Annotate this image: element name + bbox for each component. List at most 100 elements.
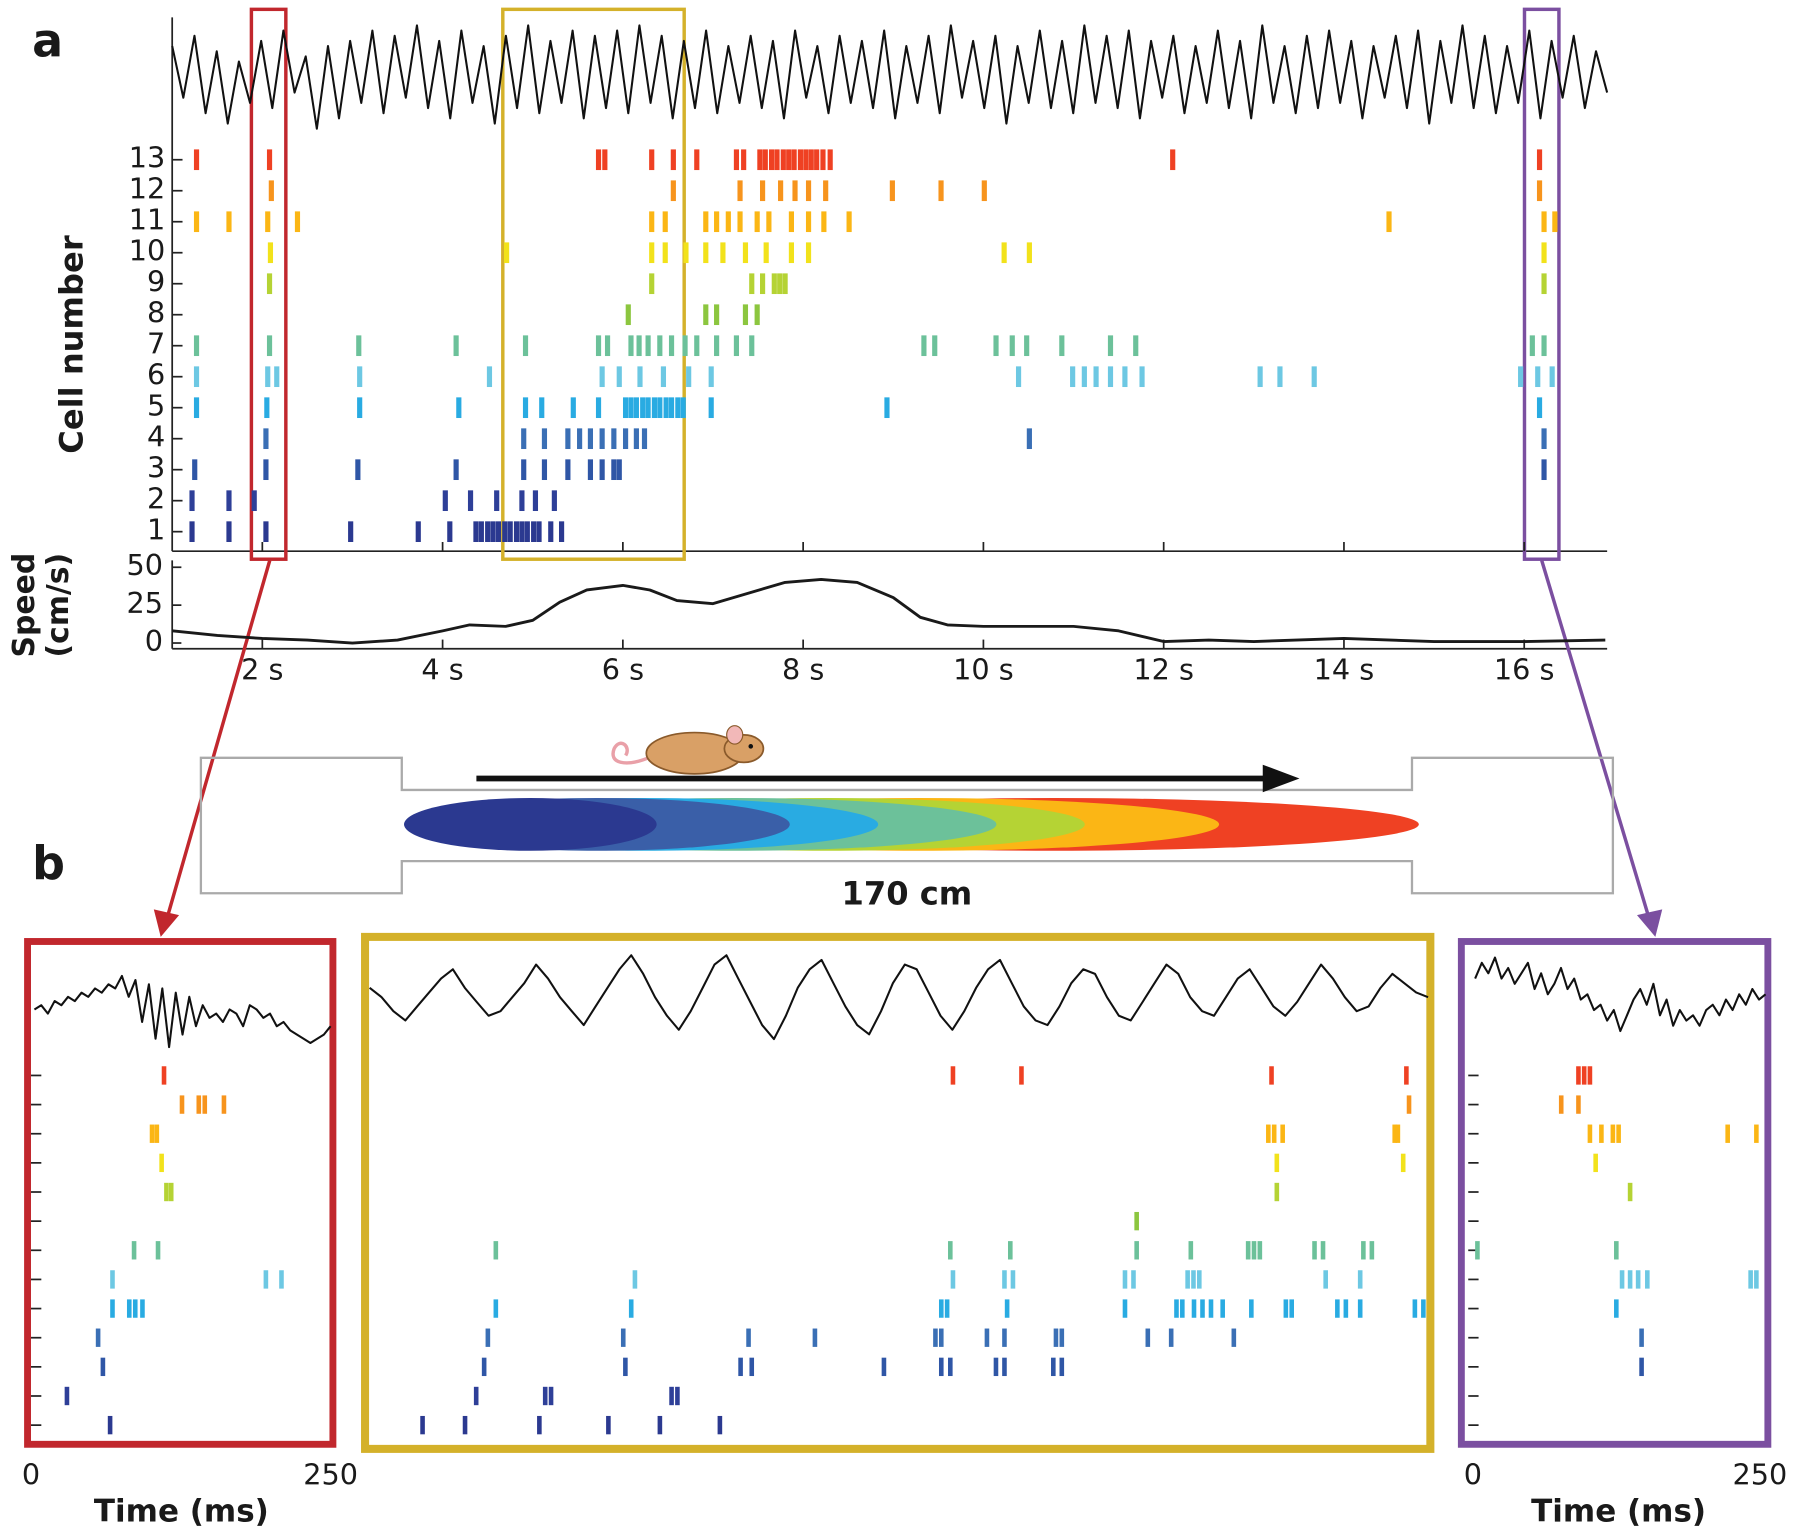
spike xyxy=(1581,1066,1587,1085)
spike xyxy=(602,149,608,171)
spike xyxy=(1269,1066,1274,1085)
spike xyxy=(251,490,257,512)
spike xyxy=(808,149,814,171)
x-tick-label: 2 s xyxy=(241,653,283,687)
spike xyxy=(1257,1241,1263,1260)
spike xyxy=(1059,1357,1065,1377)
spike xyxy=(226,211,232,233)
spike xyxy=(1026,428,1032,450)
spike xyxy=(749,335,755,357)
spike xyxy=(637,366,643,388)
y-axis-label: Cell number xyxy=(52,235,90,454)
spike xyxy=(757,149,763,171)
spike xyxy=(1748,1270,1753,1289)
spike xyxy=(1587,1066,1593,1085)
spike xyxy=(738,1357,743,1377)
spike xyxy=(542,1386,548,1406)
spike xyxy=(1122,1299,1128,1318)
spike xyxy=(1400,1153,1406,1173)
spike xyxy=(616,459,622,481)
spike xyxy=(754,304,760,326)
spike xyxy=(714,335,720,357)
spike xyxy=(64,1386,70,1406)
spike xyxy=(1576,1095,1581,1114)
spike xyxy=(628,1299,634,1318)
spike xyxy=(1197,1270,1202,1289)
spike xyxy=(1536,180,1543,202)
spike xyxy=(632,1270,638,1289)
spike xyxy=(193,211,200,233)
spike xyxy=(1059,335,1065,357)
arrow xyxy=(1540,559,1651,917)
spike xyxy=(788,242,795,264)
spike xyxy=(763,242,769,264)
spike xyxy=(777,273,783,295)
y-tick-label: 0 xyxy=(145,624,163,658)
spike xyxy=(294,211,301,233)
panel-label: b xyxy=(32,836,65,890)
spike xyxy=(680,397,686,419)
spike xyxy=(1421,1299,1426,1318)
spike xyxy=(1107,366,1114,388)
spike xyxy=(1019,1066,1024,1085)
spike xyxy=(791,149,797,171)
spike xyxy=(782,273,788,295)
spike xyxy=(519,490,525,512)
spike xyxy=(1274,1153,1280,1173)
spike xyxy=(1386,211,1392,233)
spike xyxy=(279,1270,284,1289)
spike xyxy=(742,242,749,264)
spike xyxy=(611,428,617,450)
spike xyxy=(1541,242,1547,264)
spike xyxy=(759,180,766,202)
spike xyxy=(541,459,548,481)
spike xyxy=(881,1357,887,1377)
spike xyxy=(780,149,786,171)
spike xyxy=(522,335,529,357)
spike xyxy=(266,273,273,295)
spike xyxy=(1619,1270,1625,1289)
spike xyxy=(1200,1299,1205,1318)
spike xyxy=(1311,366,1317,388)
spike xyxy=(686,366,692,388)
spike xyxy=(1552,211,1558,233)
spike xyxy=(606,1415,611,1435)
spike xyxy=(938,180,944,202)
spike xyxy=(1541,273,1547,295)
spike xyxy=(196,1095,202,1114)
spike xyxy=(1134,1211,1139,1231)
spike xyxy=(769,149,775,171)
spike xyxy=(675,1386,680,1406)
x-tick-label: 250 xyxy=(1732,1457,1787,1491)
spike xyxy=(415,521,421,542)
spike xyxy=(737,180,743,202)
spike xyxy=(633,428,639,450)
spike xyxy=(456,397,462,419)
y-tick-label: 10 xyxy=(129,234,166,268)
spike xyxy=(473,1386,479,1406)
spike xyxy=(126,1299,132,1318)
spike xyxy=(1249,1299,1254,1318)
spike xyxy=(742,304,749,326)
x-tick-label: 6 s xyxy=(602,653,644,687)
window-frame xyxy=(1457,938,1772,1448)
spike xyxy=(490,521,496,542)
spike xyxy=(814,149,820,171)
spike xyxy=(1231,1328,1237,1347)
spike xyxy=(110,1270,115,1289)
spike xyxy=(447,521,453,542)
spike xyxy=(226,490,232,512)
spike xyxy=(274,366,280,388)
spike xyxy=(1406,1095,1412,1114)
spike xyxy=(628,335,634,357)
spike xyxy=(495,521,502,542)
spike xyxy=(524,521,530,542)
x-tick-label: 250 xyxy=(303,1457,358,1491)
spike xyxy=(749,1357,755,1377)
spike xyxy=(1754,1270,1759,1289)
spike xyxy=(1541,335,1547,357)
spike xyxy=(587,459,594,481)
spike xyxy=(1107,335,1114,357)
spike xyxy=(1412,1299,1418,1318)
spike xyxy=(950,1270,956,1289)
